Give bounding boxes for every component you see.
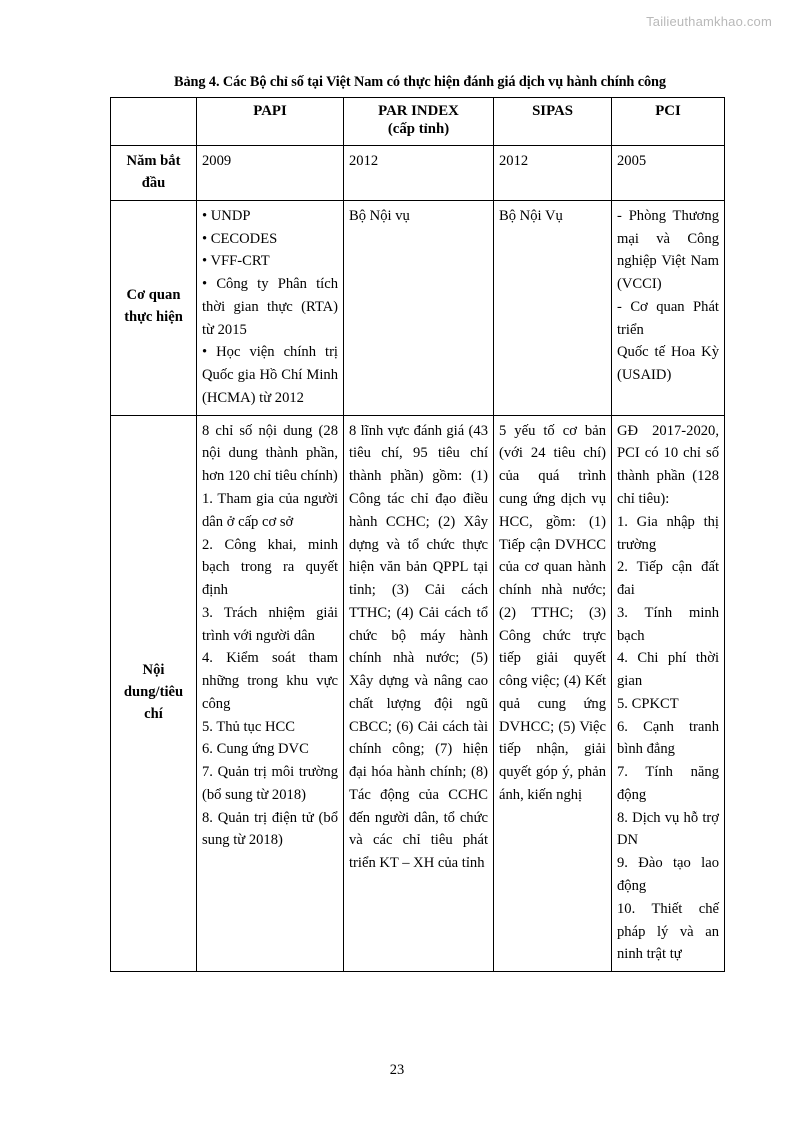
table-header-row: PAPI PAR INDEX (cấp tỉnh) SIPAS PCI [110,97,725,146]
row-label-implementing-agency: Cơ quan thực hiện [110,199,197,416]
cell-paragraph: 2. Tiếp cận đất đai [617,559,719,599]
cell-paragraph: 8 chỉ số nội dung (28 nội dung thành phầ… [202,422,338,485]
cell-paragraph: 3. Tính minh bạch [617,604,719,644]
cell-paragraph: 1. Tham gia của người dân ở cấp cơ sở [202,490,338,530]
cell-paragraph: 5 yếu tố cơ bản (với 24 tiêu chí) của qu… [499,422,606,803]
cell-paragraph: • CECODES [202,230,278,247]
cell-par-index-implementing-agency: Bộ Nội vụ [343,199,494,416]
cell-sipas-content-criteria: 5 yếu tố cơ bản (với 24 tiêu chí) của qu… [493,414,612,973]
cell-papi-content-criteria: 8 chỉ số nội dung (28 nội dung thành phầ… [196,414,344,973]
cell-paragraph: 5. CPKCT [617,695,679,712]
cell-paragraph: 7. Quản trị môi trường (bổ sung từ 2018) [202,764,338,803]
cell-paragraph: • UNDP [202,207,251,224]
cell-paragraph: 2012 [499,153,529,169]
cell-paragraph: 8. Quản trị điện tử (bổ sung từ 2018) [202,809,338,849]
cell-paragraph: • Học viện chính trị Quốc gia Hồ Chí Min… [202,344,338,406]
header-cell-blank [110,97,197,146]
cell-paragraph: Quốc tế Hoa Kỳ (USAID) [617,344,719,384]
cell-sipas-start-year: 2012 [493,145,612,201]
cell-paragraph: Bộ Nội vụ [349,207,410,224]
indices-table: PAPI PAR INDEX (cấp tỉnh) SIPAS PCI Năm … [110,97,725,973]
cell-pci-content-criteria: GĐ 2017-2020, PCI có 10 chỉ số thành phầ… [611,414,725,973]
cell-paragraph: 6. Cạnh tranh bình đẳng [617,718,719,758]
row-label-start-year: Năm bắt đầu [110,145,197,201]
cell-paragraph: 2009 [202,153,232,169]
cell-sipas-implementing-agency: Bộ Nội Vụ [493,199,612,416]
cell-paragraph: • VFF-CRT [202,253,270,270]
page-number: 23 [389,1062,405,1078]
cell-paragraph: 7. Tính năng động [617,764,719,803]
header-cell-par-index: PAR INDEX (cấp tỉnh) [343,97,494,146]
cell-paragraph: 6. Cung ứng DVC [202,741,309,758]
header-cell-papi: PAPI [196,97,344,146]
header-par-index-line1: PAR INDEX [378,103,459,119]
cell-paragraph: 8. Dịch vụ hỗ trợ DN [617,809,719,849]
cell-paragraph: 2005 [617,153,647,169]
cell-paragraph: 4. Kiểm soát tham những trong khu vực cô… [202,650,338,712]
cell-papi-implementing-agency: • UNDP • CECODES • VFF-CRT • Công ty Phân t… [196,199,344,416]
cell-par-index-content-criteria: 8 lĩnh vực đánh giá (43 tiêu chí, 95 tiê… [343,414,494,973]
cell-paragraph: 9. Đào tạo lao động [617,855,719,894]
watermark: Tailieuthamkhao.com [646,14,772,29]
cell-paragraph: 8 lĩnh vực đánh giá (43 tiêu chí, 95 tiê… [349,422,488,872]
row-label-content-criteria: Nội dung/tiêu chí [110,414,197,973]
cell-papi-start-year: 2009 [196,145,344,201]
cell-paragraph: - Phòng Thương mại và Công nghiệp Việt N… [617,207,719,293]
cell-paragraph: - Cơ quan Phát triển [617,298,719,338]
table-row: Cơ quan thực hiện • UNDP • CECODES • VFF-C… [110,199,725,416]
cell-par-index-start-year: 2012 [343,145,494,201]
cell-pci-start-year: 2005 [611,145,725,201]
cell-paragraph: 3. Trách nhiệm giải trình với người dân [202,604,338,644]
cell-paragraph: 2012 [349,153,379,169]
cell-paragraph: 1. Gia nhập thị trường [617,513,719,553]
cell-paragraph: Bộ Nội Vụ [499,207,563,224]
header-cell-pci: PCI [611,97,725,146]
page-title: Bảng 4. Các Bộ chỉ số tại Việt Nam có th… [174,74,666,90]
cell-paragraph: 10. Thiết chế pháp lý và an ninh trật tự [617,900,719,963]
cell-paragraph: 2. Công khai, minh bạch trong ra quyết đ… [202,536,338,599]
cell-paragraph: 4. Chi phí thời gian [617,650,719,690]
cell-paragraph: 5. Thủ tục HCC [202,718,295,735]
header-par-index-line2: (cấp tỉnh) [387,121,450,138]
header-cell-sipas: SIPAS [493,97,612,146]
cell-paragraph: • Công ty Phân tích thời gian thực (RTA)… [202,276,338,338]
cell-paragraph: GĐ 2017-2020, PCI có 10 chỉ số thành phầ… [617,422,719,507]
table-row: Năm bắt đầu 2009 2012 2012 2005 [110,145,725,201]
table-row: Nội dung/tiêu chí 8 chỉ số nội dung (28 … [110,414,725,973]
cell-pci-implementing-agency: - Phòng Thương mại và Công nghiệp Việt N… [611,199,725,416]
